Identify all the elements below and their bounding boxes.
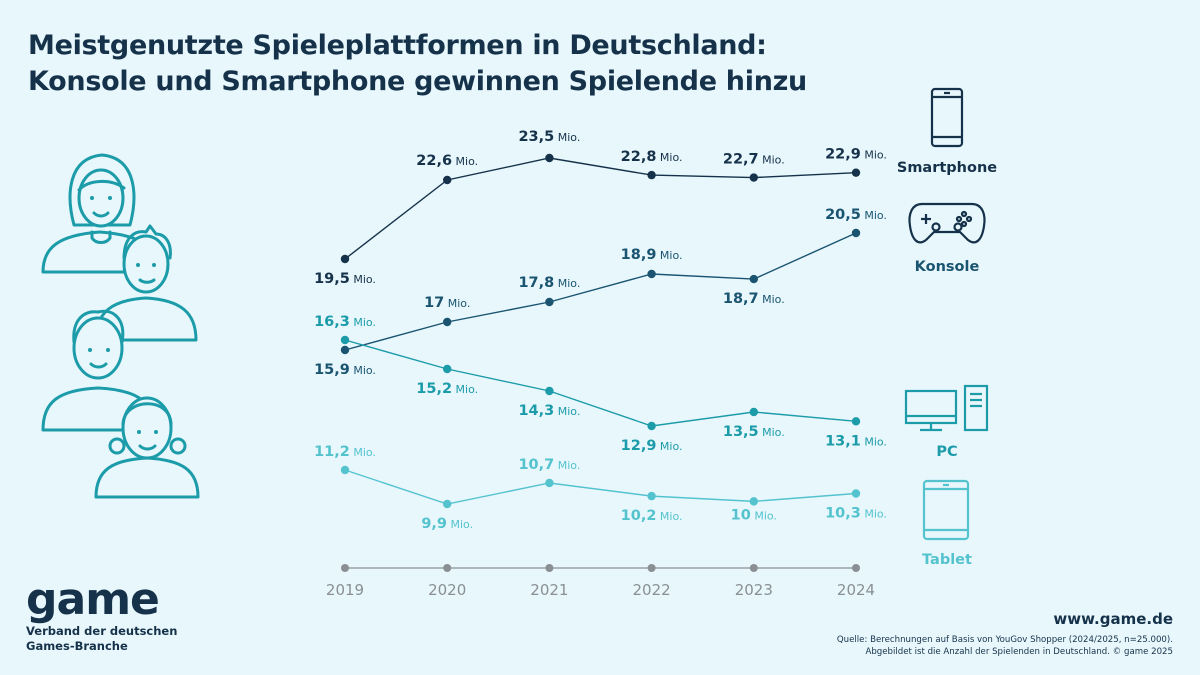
data-label-smartphone-2024: 22,9 Mio. <box>825 147 887 163</box>
logo-subtitle: Verband der deutschen Games-Branche <box>26 624 177 654</box>
legend-label-pc: PC <box>936 444 957 460</box>
website-url[interactable]: www.game.de <box>1053 610 1173 628</box>
series-line-smartphone <box>344 157 857 260</box>
data-point-pc-2019 <box>340 335 350 345</box>
game-logo: game Verband der deutschen Games-Branche <box>26 578 177 654</box>
data-label-konsole-2021: 17,8 Mio. <box>518 275 580 291</box>
data-point-pc-2024 <box>851 417 861 426</box>
data-point-konsole-2022 <box>647 269 656 279</box>
data-point-konsole-2020 <box>443 317 452 327</box>
person-woman-1-icon <box>41 153 160 274</box>
data-label-konsole-2019: 15,9 Mio. <box>314 362 376 378</box>
data-point-smartphone-2022 <box>647 170 656 180</box>
logo-wordmark: game <box>26 574 160 625</box>
data-point-pc-2021 <box>545 386 554 396</box>
person-man-1-icon <box>94 224 198 342</box>
desktop-pc-icon <box>904 384 989 432</box>
data-point-pc-2023 <box>749 407 758 417</box>
legend-label-konsole: Konsole <box>915 259 980 275</box>
data-label-smartphone-2023: 22,7 Mio. <box>723 152 785 168</box>
data-point-smartphone-2023 <box>749 173 758 182</box>
x-tick-label-2024: 2024 <box>837 581 875 599</box>
data-label-konsole-2022: 18,9 Mio. <box>621 247 683 263</box>
data-point-konsole-2023 <box>749 274 758 284</box>
data-label-konsole-2023: 18,7 Mio. <box>723 291 785 307</box>
smartphone-icon <box>930 87 964 148</box>
data-point-pc-2022 <box>647 421 656 431</box>
data-label-pc-2019: 16,3 Mio. <box>314 314 376 330</box>
data-point-konsole-2024 <box>851 228 861 238</box>
data-label-pc-2020: 15,2 Mio. <box>416 381 478 397</box>
source-line-1: Quelle: Berechnungen auf Basis von YouGo… <box>836 635 1173 645</box>
data-label-pc-2024: 13,1 Mio. <box>825 433 887 449</box>
data-point-smartphone-2021 <box>545 153 554 163</box>
data-label-tablet-2023: 10 Mio. <box>731 507 777 523</box>
data-label-smartphone-2019: 19,5 Mio. <box>314 271 376 287</box>
logo-subtitle-line-2: Games-Branche <box>26 639 128 653</box>
tablet-icon <box>922 479 970 541</box>
legend-label-tablet: Tablet <box>922 552 972 568</box>
data-label-konsole-2020: 17 Mio. <box>424 295 470 311</box>
source-note: Quelle: Berechnungen auf Basis von YouGo… <box>837 634 1173 658</box>
data-label-smartphone-2022: 22,8 Mio. <box>621 149 683 165</box>
plot-area: 2019 2020 2021 2022 2023 2024 19,5 Mio. 22,6 Mi… <box>314 129 887 599</box>
x-tick-label-2022: 2022 <box>633 581 671 599</box>
logo-subtitle-line-1: Verband der deutschen <box>26 624 178 638</box>
data-label-tablet-2020: 9,9 Mio. <box>421 516 473 532</box>
person-woman-2-icon <box>94 396 200 499</box>
data-label-tablet-2022: 10,2 Mio. <box>621 508 683 524</box>
x-tick-label-2023: 2023 <box>735 581 773 599</box>
data-point-smartphone-2024 <box>851 168 861 177</box>
title-line-2: Konsole und Smartphone gewinnen Spielend… <box>28 66 807 97</box>
source-line-2: Abgebildet ist die Anzahl der Spielenden… <box>865 647 1173 657</box>
title-line-1: Meistgenutzte Spieleplattformen in Deuts… <box>28 30 767 61</box>
data-point-pc-2020 <box>443 364 452 374</box>
data-point-tablet-2020 <box>443 499 452 509</box>
people-illustration <box>41 153 200 499</box>
series-line-pc <box>344 339 857 427</box>
x-tick-label-2020: 2020 <box>428 581 466 599</box>
data-point-tablet-2024 <box>851 489 861 498</box>
data-label-smartphone-2020: 22,6 Mio. <box>416 153 478 169</box>
data-label-smartphone-2021: 23,5 Mio. <box>518 129 580 145</box>
x-tick-label-2019: 2019 <box>326 581 364 599</box>
gamepad-icon <box>908 202 986 244</box>
data-label-konsole-2024: 20,5 Mio. <box>825 207 887 223</box>
data-label-tablet-2024: 10,3 Mio. <box>825 506 887 522</box>
data-point-tablet-2022 <box>647 491 656 501</box>
data-label-tablet-2019: 11,2 Mio. <box>314 444 376 460</box>
data-label-pc-2022: 12,9 Mio. <box>621 438 683 454</box>
legend-label-smartphone: Smartphone <box>897 160 997 176</box>
chart-title: Meistgenutzte Spieleplattformen in Deuts… <box>28 28 807 100</box>
data-point-tablet-2019 <box>340 465 350 475</box>
data-label-tablet-2021: 10,7 Mio. <box>518 457 580 473</box>
series-line-tablet <box>344 469 857 505</box>
x-tick-label-2021: 2021 <box>530 581 568 599</box>
data-label-pc-2023: 13,5 Mio. <box>723 424 785 440</box>
data-point-konsole-2021 <box>545 297 554 307</box>
data-point-konsole-2019 <box>340 345 350 355</box>
series-line-konsole <box>344 232 857 351</box>
data-point-tablet-2023 <box>749 497 758 506</box>
data-point-smartphone-2019 <box>340 254 350 264</box>
data-point-smartphone-2020 <box>443 175 452 185</box>
data-label-pc-2021: 14,3 Mio. <box>518 403 580 419</box>
data-point-tablet-2021 <box>545 478 554 488</box>
